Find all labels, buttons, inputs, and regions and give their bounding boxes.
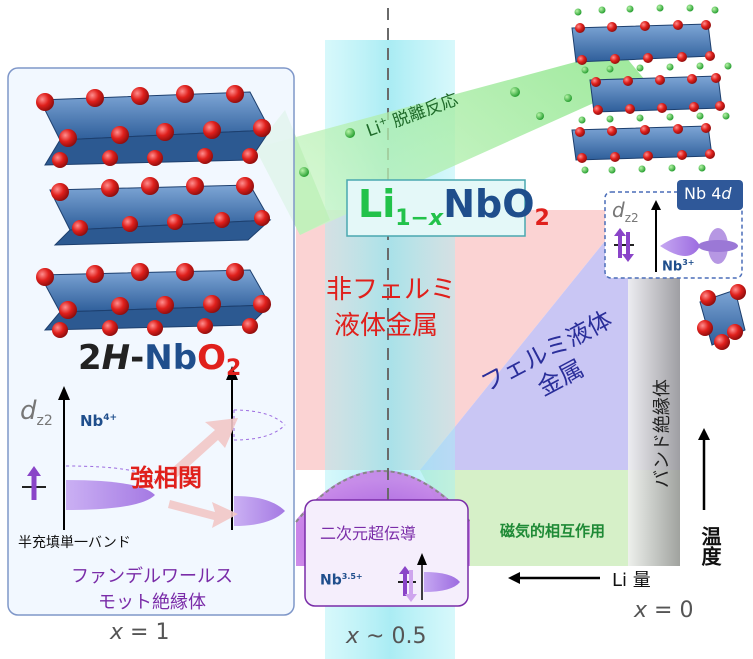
band-insulator-label: バンド絶縁体	[652, 379, 673, 488]
nbo2-crystal-structure	[36, 85, 272, 338]
x-equals-0-label: x = 0	[634, 598, 694, 623]
temperature-axis-label: 温度	[698, 526, 722, 566]
compound-formula: Li1−xNbO2	[358, 182, 550, 231]
nb4-ion-label: Nb4+	[80, 412, 118, 430]
superconductivity-label: 二次元超伝導	[320, 524, 417, 543]
linbo2-crystal-structure	[571, 4, 732, 174]
li-amount-axis-label: Li 量	[612, 570, 651, 591]
dz2-orbital-label-right: dz2	[612, 198, 639, 225]
x-approx-half-label: x ~ 0.5	[346, 624, 427, 649]
nb35-ion-label: Nb3.5+	[320, 572, 363, 589]
x-equals-1-label: x = 1	[110, 620, 170, 645]
nb3-ion-label: Nb3+	[662, 258, 695, 275]
dz2-orbital-label: dz2	[20, 396, 53, 429]
nbo2-title: 2H-NbO2	[78, 338, 242, 381]
non-fermi-liquid-label: 非フェルミ 液体金属	[326, 275, 457, 341]
nbo6-octahedron	[697, 284, 746, 350]
half-filled-band-label: 半充填単一バンド	[18, 535, 131, 551]
vdw-mott-insulator-label: ファンデルワールス モット絶縁体	[71, 566, 233, 613]
strong-correlation-label: 強相関	[130, 464, 202, 492]
nb-4d-label: Nb 4d	[684, 184, 732, 203]
magnetic-interaction-label: 磁気的相互作用	[500, 522, 606, 540]
